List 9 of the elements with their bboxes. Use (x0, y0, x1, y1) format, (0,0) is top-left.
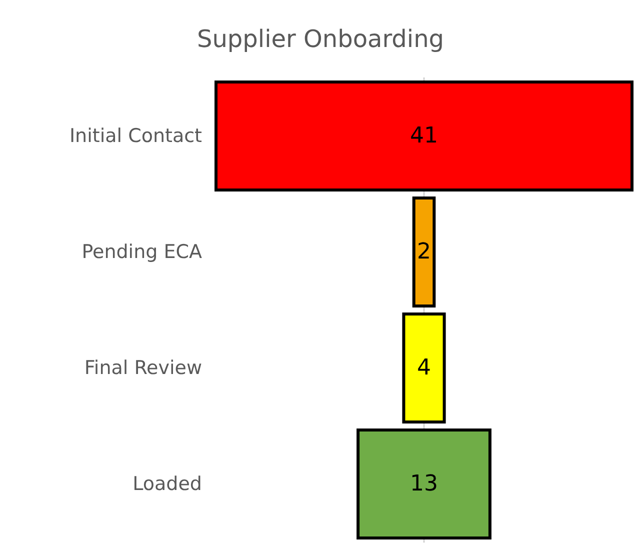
data-label: 4 (417, 356, 431, 380)
data-label: 41 (410, 124, 438, 148)
category-label: Final Review (84, 357, 202, 379)
category-label: Loaded (132, 473, 202, 495)
category-label: Initial Contact (69, 125, 202, 147)
data-label: 13 (410, 472, 438, 496)
text: Supplier Onboarding (196, 25, 444, 53)
data-label: 2 (417, 240, 431, 264)
category-label: Pending ECA (82, 241, 202, 263)
